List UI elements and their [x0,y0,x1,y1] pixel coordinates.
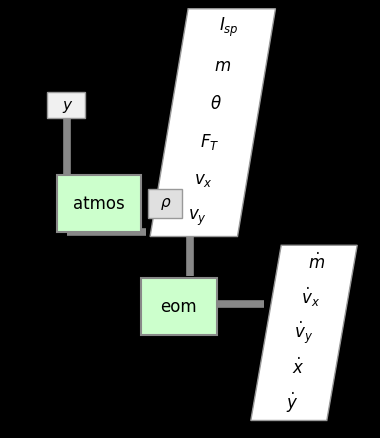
FancyBboxPatch shape [148,189,182,218]
Text: $I_{sp}$: $I_{sp}$ [219,16,239,39]
Polygon shape [251,245,357,420]
Text: $v_x$: $v_x$ [194,170,213,189]
FancyBboxPatch shape [141,278,217,335]
Text: $\dot{m}$: $\dot{m}$ [308,253,325,273]
Text: $\dot{y}$: $\dot{y}$ [286,391,298,415]
Text: $m$: $m$ [214,57,231,75]
Text: $F_T$: $F_T$ [200,132,219,152]
Text: $\theta$: $\theta$ [210,95,222,113]
Text: atmos: atmos [73,194,125,213]
Text: eom: eom [160,297,197,316]
Text: $\dot{x}$: $\dot{x}$ [292,358,304,378]
Text: $\rho$: $\rho$ [160,196,171,212]
Text: $\dot{v}_x$: $\dot{v}_x$ [301,286,320,309]
Text: $\dot{v}_y$: $\dot{v}_y$ [294,320,314,346]
Text: y: y [62,98,71,113]
Polygon shape [150,9,276,237]
Text: $v_y$: $v_y$ [188,208,206,228]
FancyBboxPatch shape [57,175,141,232]
FancyBboxPatch shape [48,92,86,118]
